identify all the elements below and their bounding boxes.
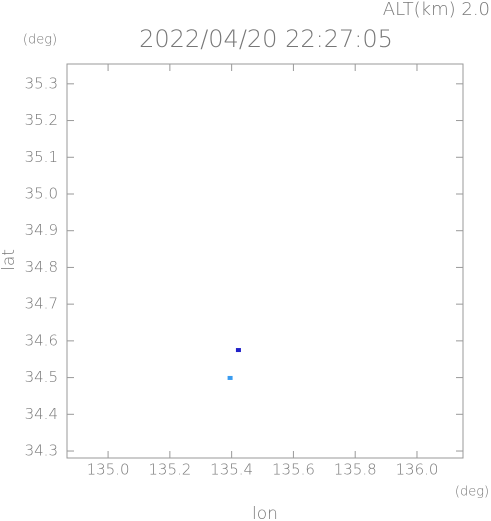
y-tick-label: 34.7 xyxy=(25,295,58,313)
y-tick-label: 34.9 xyxy=(25,221,58,239)
y-tick-label: 34.3 xyxy=(25,442,58,460)
y-tick-label: 34.5 xyxy=(25,368,58,386)
x-axis-label: lon xyxy=(252,504,278,521)
y-tick-label: 34.6 xyxy=(25,331,58,349)
x-tick-label: 136.0 xyxy=(395,461,438,479)
point xyxy=(227,375,233,380)
x-tick-label: 135.0 xyxy=(87,461,130,479)
y-tick-label: 34.4 xyxy=(25,405,58,423)
y-tick-label: 34.8 xyxy=(25,258,58,276)
x-tick-label: 135.4 xyxy=(210,461,253,479)
x-tick-label: 135.8 xyxy=(334,461,377,479)
chart-title: 2022/04/20 22:27:05 xyxy=(139,25,393,53)
point xyxy=(235,348,241,353)
y-axis-label: lat xyxy=(0,249,19,271)
y-tick-label: 35.1 xyxy=(25,148,58,166)
y-unit: (deg) xyxy=(23,33,57,48)
plot-frame xyxy=(66,63,464,459)
x-tick-label: 135.2 xyxy=(148,461,191,479)
y-tick-label: 35.3 xyxy=(25,74,58,92)
altitude-label: ALT(km) 2.0 xyxy=(383,0,490,20)
y-tick-label: 35.0 xyxy=(25,184,58,202)
x-unit: (deg) xyxy=(455,485,489,500)
x-tick-label: 135.6 xyxy=(272,461,315,479)
y-tick-label: 35.2 xyxy=(25,111,58,129)
